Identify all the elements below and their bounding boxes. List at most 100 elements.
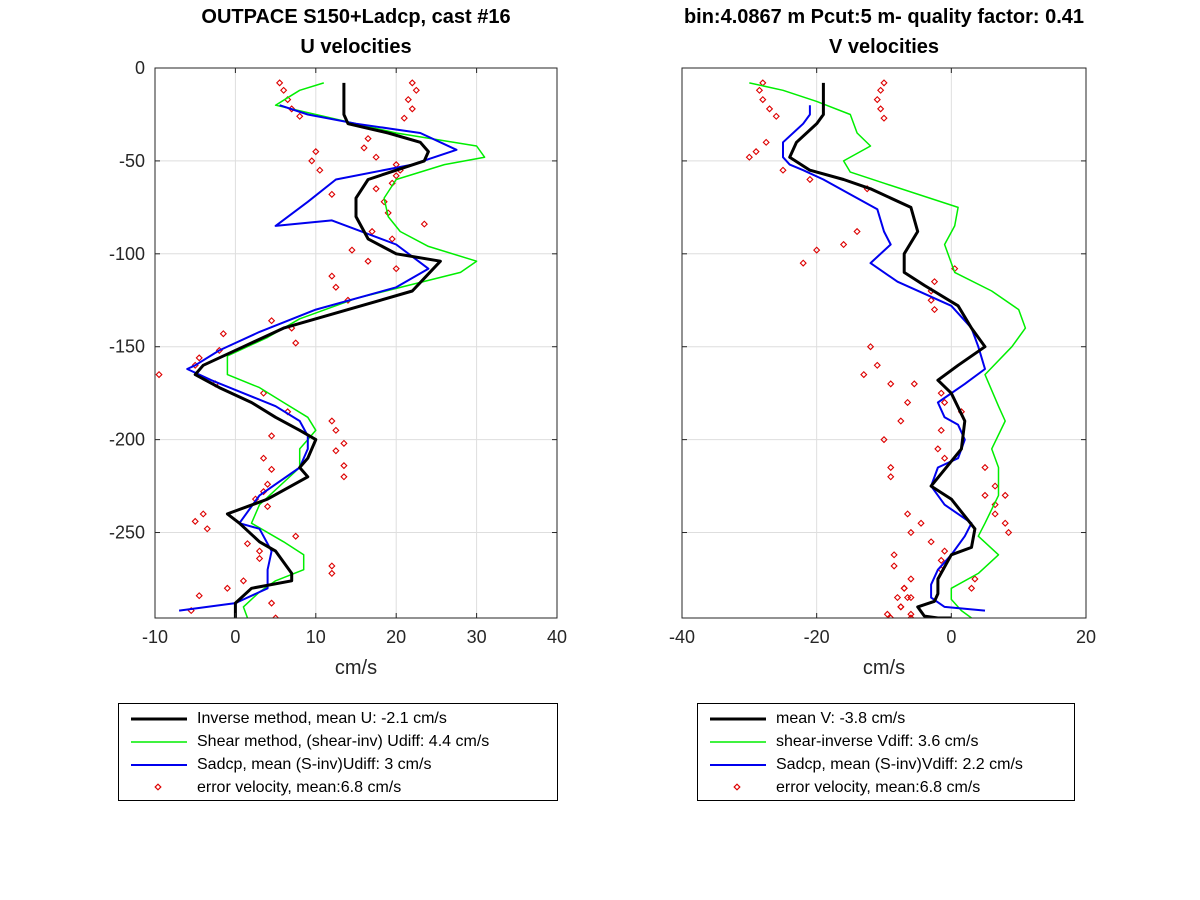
error-velocity-marker-u: [223, 584, 231, 592]
error-velocity-marker-u: [420, 220, 428, 228]
x-tick-label-u: -10: [142, 627, 168, 647]
error-velocity-marker-u: [392, 265, 400, 273]
error-velocity-marker-u: [267, 599, 276, 607]
error-velocity-marker-v: [937, 556, 945, 565]
series-line-sadcp-v: [782, 105, 986, 612]
x-tick-label-u: 30: [467, 627, 487, 647]
error-velocity-marker-u: [267, 432, 276, 440]
legend-u-row-sadcp: Sadcp, mean (S-inv)Udiff: 3 cm/s: [119, 754, 557, 776]
x-tick-label-v: -40: [669, 627, 695, 647]
error-velocity-marker-v: [900, 584, 908, 592]
legend-v-sample-mean: [710, 717, 766, 721]
error-velocity-marker-u: [408, 105, 416, 113]
error-velocity-marker-v: [853, 227, 861, 236]
error-velocity-marker-v: [910, 380, 918, 388]
error-velocity-marker-v: [765, 105, 774, 113]
error-velocity-marker-v: [1001, 491, 1009, 499]
error-velocity-marker-v: [873, 361, 881, 369]
error-velocity-marker-v: [887, 473, 895, 481]
error-velocity-marker-v: [887, 614, 895, 618]
error-velocity-marker-v: [893, 593, 902, 602]
error-velocity-marker-v: [772, 112, 780, 120]
plot-area-v: [682, 68, 1086, 618]
error-velocity-marker-v: [873, 95, 881, 104]
error-velocity-marker-u: [271, 614, 280, 618]
legend-u-row-inverse: Inverse method, mean U: -2.1 cm/s: [119, 708, 557, 730]
error-velocity-marker-v: [981, 491, 989, 499]
error-velocity-marker-u: [348, 246, 356, 254]
error-velocity-marker-u: [316, 166, 324, 174]
error-velocity-marker-u: [400, 114, 408, 122]
error-velocity-marker-v: [897, 417, 905, 425]
x-tick-label-v: -20: [804, 627, 830, 647]
error-velocity-marker-u: [280, 86, 288, 94]
y-tick-label-u: -200: [109, 430, 145, 450]
error-velocity-marker-v: [877, 105, 885, 113]
x-tick-label-v: 0: [946, 627, 956, 647]
error-velocity-marker-v: [890, 551, 898, 559]
error-velocity-marker-v: [839, 240, 848, 249]
error-velocity-marker-v: [860, 370, 868, 379]
legend-u-label-sadcp: Sadcp, mean (S-inv)Udiff: 3 cm/s: [197, 756, 432, 773]
error-velocity-marker-u: [191, 517, 199, 525]
x-tick-label-u: 40: [547, 627, 567, 647]
legend-v-label-sadcp: Sadcp, mean (S-inv)Vdiff: 2.2 cm/s: [776, 756, 1023, 773]
error-velocity-marker-u: [199, 510, 207, 518]
error-velocity-marker-v: [799, 259, 807, 267]
legend-v: mean V: -3.8 cm/s shear-inverse Vdiff: 3…: [697, 703, 1075, 801]
legend-v-row-error: error velocity, mean:6.8 cm/s: [698, 777, 1074, 799]
error-velocity-marker-u: [332, 426, 340, 434]
series-line-sadcp-u: [178, 104, 458, 612]
error-velocity-marker-u: [368, 227, 376, 236]
left-title-line-1: OUTPACE S150+Ladcp, cast #16: [201, 6, 511, 28]
error-velocity-marker-v: [927, 538, 935, 546]
error-velocity-marker-v: [897, 603, 905, 611]
error-velocity-marker-v: [903, 398, 912, 407]
left-title-line-2: U velocities: [300, 36, 412, 58]
error-velocity-marker-v: [779, 166, 787, 174]
error-velocity-marker-u: [388, 235, 396, 243]
error-velocity-marker-u: [328, 190, 336, 198]
legend-u-sample-shear: [131, 741, 187, 743]
error-velocity-marker-u: [372, 185, 380, 193]
error-velocity-marker-v: [971, 575, 979, 583]
error-velocity-marker-u: [372, 153, 380, 161]
plot-marks-u: [155, 79, 486, 618]
series-line-shear-u: [226, 82, 486, 618]
error-velocity-marker-u: [195, 354, 203, 362]
error-velocity-marker-u: [263, 502, 272, 511]
error-velocity-marker-v: [991, 482, 999, 490]
error-velocity-marker-u: [255, 554, 264, 563]
error-velocity-marker-v: [937, 389, 945, 397]
plot-marks-v: [745, 79, 1027, 618]
error-velocity-marker-v: [890, 562, 898, 570]
legend-v-sample-error: [733, 783, 741, 791]
error-velocity-marker-u: [195, 592, 203, 600]
error-velocity-marker-u: [308, 157, 316, 165]
error-velocity-marker-u: [328, 272, 336, 280]
legend-u-label-inverse: Inverse method, mean U: -2.1 cm/s: [197, 710, 447, 727]
error-velocity-marker-v: [934, 445, 942, 453]
error-velocity-marker-u: [328, 569, 336, 578]
y-tick-label-u: 0: [135, 58, 145, 78]
error-velocity-marker-u: [203, 525, 211, 533]
error-velocity-marker-u: [412, 86, 420, 94]
error-velocity-marker-u: [332, 447, 340, 455]
error-velocity-marker-v: [907, 610, 915, 618]
error-velocity-marker-u: [292, 532, 300, 540]
legend-v-row-shear: shear-inverse Vdiff: 3.6 cm/s: [698, 731, 1074, 753]
error-velocity-marker-u: [364, 257, 372, 265]
y-tick-label-u: -50: [119, 151, 145, 171]
error-velocity-marker-v: [937, 426, 945, 434]
error-velocity-marker-u: [408, 79, 416, 87]
error-velocity-marker-u: [328, 562, 336, 570]
error-velocity-marker-u: [360, 144, 368, 152]
error-velocity-marker-v: [759, 95, 767, 104]
legend-v-sample-shear: [710, 741, 766, 743]
plot-area-u: [155, 68, 557, 618]
error-velocity-marker-u: [404, 95, 412, 104]
error-velocity-marker-v: [762, 138, 770, 146]
error-velocity-marker-v: [907, 614, 915, 618]
error-velocity-marker-u: [340, 439, 348, 447]
